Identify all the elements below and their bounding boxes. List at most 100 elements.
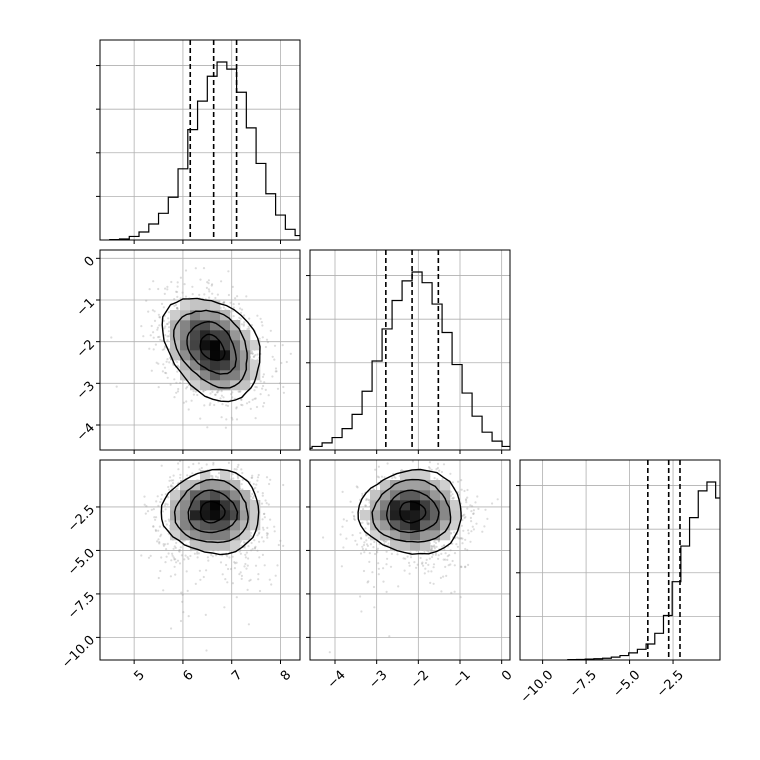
scatter-point — [244, 556, 247, 559]
contour-line — [186, 320, 238, 375]
scatter-point — [444, 565, 447, 569]
contour-line — [399, 500, 427, 524]
scatter-point — [256, 534, 259, 537]
scatter-point — [238, 390, 241, 393]
scatter-point — [209, 392, 212, 395]
scatter-point — [176, 285, 179, 288]
scatter-point — [442, 544, 446, 547]
density-cell — [420, 530, 431, 541]
scatter-point — [237, 463, 240, 466]
scatter-point — [178, 548, 181, 552]
density-cell — [210, 330, 221, 341]
scatter-point — [240, 468, 243, 471]
scatter-point — [212, 463, 215, 466]
scatter-point — [261, 387, 264, 390]
scatter-point — [262, 405, 265, 408]
scatter-point — [166, 358, 169, 361]
contour-line — [371, 478, 452, 543]
scatter-point — [374, 552, 377, 556]
scatter-point — [178, 550, 181, 553]
scatter-point — [169, 383, 172, 386]
scatter-point — [153, 310, 156, 313]
scatter-point — [170, 484, 173, 487]
scatter-point — [243, 321, 246, 324]
scatter-point — [273, 530, 276, 533]
scatter-point — [225, 418, 228, 421]
density-cell — [230, 540, 241, 551]
scatter-point — [162, 363, 165, 366]
scatter-point — [250, 541, 253, 545]
scatter-point — [257, 578, 260, 581]
density-cell — [220, 540, 231, 551]
scatter-point — [227, 270, 230, 273]
x-tick-label: −1 — [450, 668, 474, 692]
scatter-point — [186, 556, 189, 559]
scatter-point — [463, 513, 466, 516]
panel-frame — [309, 249, 511, 451]
scatter-point — [233, 468, 236, 471]
scatter-point — [402, 557, 405, 560]
scatter-point — [376, 551, 379, 554]
scatter-point — [442, 463, 446, 466]
scatter-point — [160, 493, 163, 496]
scatter-point — [251, 547, 254, 551]
scatter-point — [424, 561, 427, 565]
scatter-point — [199, 578, 202, 581]
scatter-point — [251, 474, 254, 477]
scatter-point — [385, 563, 388, 566]
scatter-point — [200, 466, 203, 470]
density-cell — [210, 520, 221, 531]
scatter-point — [224, 426, 227, 429]
scatter-point — [222, 301, 225, 304]
scatter-point — [162, 319, 166, 322]
scatter-point — [251, 398, 254, 401]
contour-line — [187, 489, 239, 534]
scatter-point — [217, 472, 221, 475]
scatter-point — [456, 545, 459, 548]
scatter-point — [176, 364, 180, 367]
scatter-point — [160, 533, 163, 536]
scatter-point — [148, 288, 151, 291]
scatter-point — [367, 580, 370, 583]
scatter-point — [241, 404, 244, 407]
density-cell — [220, 330, 231, 341]
scatter-point — [207, 288, 210, 291]
scatter-point — [167, 485, 170, 489]
scatter-point — [420, 562, 424, 565]
density-cell — [420, 500, 431, 511]
scatter-point — [355, 485, 358, 488]
scatter-point — [226, 581, 229, 584]
scatter-point — [206, 426, 209, 429]
scatter-point — [241, 478, 244, 481]
x-tick-label: 0 — [499, 668, 515, 684]
scatter-point — [270, 583, 273, 586]
scatter-point — [170, 559, 173, 562]
scatter-point — [166, 376, 169, 379]
scatter-point — [150, 369, 153, 372]
scatter-point — [211, 555, 214, 558]
scatter-point — [259, 393, 262, 396]
scatter-point — [390, 552, 393, 556]
density-cell — [180, 510, 191, 521]
scatter-point — [408, 572, 411, 575]
scatter-point — [486, 517, 489, 521]
scatter-point — [158, 335, 161, 338]
scatter-point — [165, 555, 168, 558]
scatter-point — [241, 471, 244, 475]
density-cell — [200, 360, 211, 371]
scatter-point — [240, 574, 243, 578]
scatter-point — [451, 497, 454, 500]
scatter-point — [253, 539, 256, 542]
scatter-point — [234, 297, 237, 300]
scatter-point — [167, 317, 170, 320]
density-cell — [170, 310, 181, 321]
density-cell — [240, 350, 251, 361]
scatter-point — [165, 360, 168, 363]
scatter-point — [453, 552, 457, 555]
scatter-point — [213, 403, 216, 407]
scatter-point — [162, 589, 165, 592]
scatter-point — [253, 389, 256, 392]
scatter-point — [173, 396, 176, 399]
scatter-point — [176, 308, 179, 311]
scatter-point — [463, 489, 466, 493]
